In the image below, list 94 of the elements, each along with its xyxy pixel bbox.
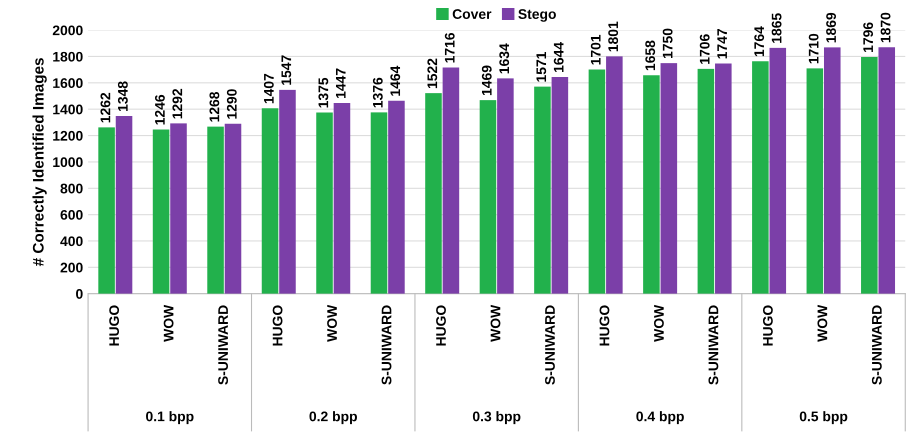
y-tick-label: 1800: [53, 52, 83, 62]
data-label: 1246: [154, 94, 165, 124]
bar: [388, 100, 405, 294]
y-tick-label: 1400: [53, 104, 83, 114]
data-label: 1447: [336, 68, 346, 98]
y-tick-label: 1000: [53, 157, 83, 168]
x-tick-label: S-UNIWARD: [872, 305, 882, 385]
bar: [660, 63, 678, 294]
y-tick-label: 200: [60, 262, 83, 273]
x-tick-label: HUGO: [436, 305, 446, 346]
x-tick-label: WOW: [490, 304, 500, 342]
bar: [316, 112, 333, 294]
x-tick-label: S-UNIWARD: [545, 305, 555, 385]
data-label: 1292: [172, 88, 182, 118]
data-label: 1658: [645, 40, 656, 70]
y-tick-label: 1200: [53, 130, 83, 141]
bar: [207, 126, 224, 294]
data-label: 1796: [863, 22, 874, 52]
data-label: 1348: [118, 81, 128, 112]
text: 0.5 bpp: [800, 411, 848, 424]
bar: [643, 75, 660, 294]
data-label: 1710: [808, 34, 819, 64]
data-label: 1870: [880, 12, 890, 42]
x-tick-label: HUGO: [762, 305, 773, 346]
data-label: 1547: [282, 55, 292, 85]
bar: [698, 68, 714, 294]
bar: [770, 48, 786, 294]
bar: [370, 112, 388, 294]
data-label: 1764: [754, 26, 764, 56]
bar: [279, 90, 296, 294]
x-tick-label: S-UNIWARD: [382, 305, 392, 385]
y-axis-title: # Correctly Identified Images: [32, 58, 47, 266]
bar: [497, 78, 514, 294]
bar: [878, 47, 896, 294]
bar: [824, 47, 841, 294]
y-tick-label: 1600: [53, 78, 83, 88]
bar: [806, 68, 824, 294]
bar: [480, 100, 496, 294]
data-label: 1644: [554, 42, 564, 72]
data-label: 1750: [662, 28, 673, 58]
data-label: 1522: [427, 58, 438, 88]
data-label: 1290: [226, 89, 237, 119]
bar: [552, 77, 568, 294]
y-tick-label: 2000: [52, 25, 83, 36]
data-label: 1747: [717, 29, 727, 58]
x-tick-label: WOW: [164, 304, 174, 342]
x-tick-label: WOW: [654, 304, 664, 342]
legend-label: Stego: [518, 9, 556, 22]
data-label: 1262: [100, 92, 110, 122]
data-label: 1571: [536, 52, 546, 82]
bar: [752, 61, 769, 294]
data-label: 1865: [772, 13, 782, 43]
data-label: 1407: [264, 74, 274, 104]
x-tick-label: WOW: [817, 304, 828, 342]
x-tick-label: HUGO: [109, 305, 120, 346]
text: 0.4 bpp: [636, 411, 684, 424]
data-label: 1375: [318, 78, 328, 108]
bar: [98, 127, 115, 294]
data-label: 1706: [700, 34, 710, 64]
data-label: 1376: [372, 78, 383, 108]
data-label: 1869: [826, 12, 836, 42]
bar: [715, 63, 732, 294]
bar: [224, 124, 242, 294]
y-tick-label: 800: [60, 184, 83, 194]
y-tick-label: 0: [76, 289, 83, 299]
text: 0.1 bpp: [146, 411, 194, 424]
data-label: 1801: [608, 22, 618, 52]
legend-label: Cover: [452, 9, 492, 19]
x-tick-label: S-UNIWARD: [218, 305, 228, 385]
data-label: 1716: [444, 32, 455, 63]
bar: [442, 68, 460, 294]
x-tick-label: HUGO: [600, 305, 610, 346]
x-tick-label: S-UNIWARD: [708, 305, 718, 385]
bar: [534, 86, 551, 294]
x-tick-label: HUGO: [272, 305, 282, 346]
y-tick-label: 600: [60, 210, 83, 220]
bar: [588, 70, 606, 294]
bar: [152, 129, 170, 294]
data-label: 1634: [499, 43, 510, 74]
x-tick-label: WOW: [327, 304, 337, 342]
bar: [116, 116, 132, 294]
text: 0.3 bpp: [472, 411, 520, 424]
data-label: 1268: [209, 92, 220, 122]
bar: [606, 56, 623, 294]
y-tick-label: 400: [60, 236, 83, 246]
data-label: 1469: [482, 66, 492, 96]
data-label: 1701: [590, 34, 601, 64]
bar: [425, 93, 442, 294]
bar: [334, 103, 350, 294]
bar: [861, 57, 878, 294]
text: 0.2 bpp: [309, 411, 357, 424]
data-label: 1464: [390, 66, 400, 96]
bar: [262, 108, 278, 294]
bar: [170, 123, 187, 294]
